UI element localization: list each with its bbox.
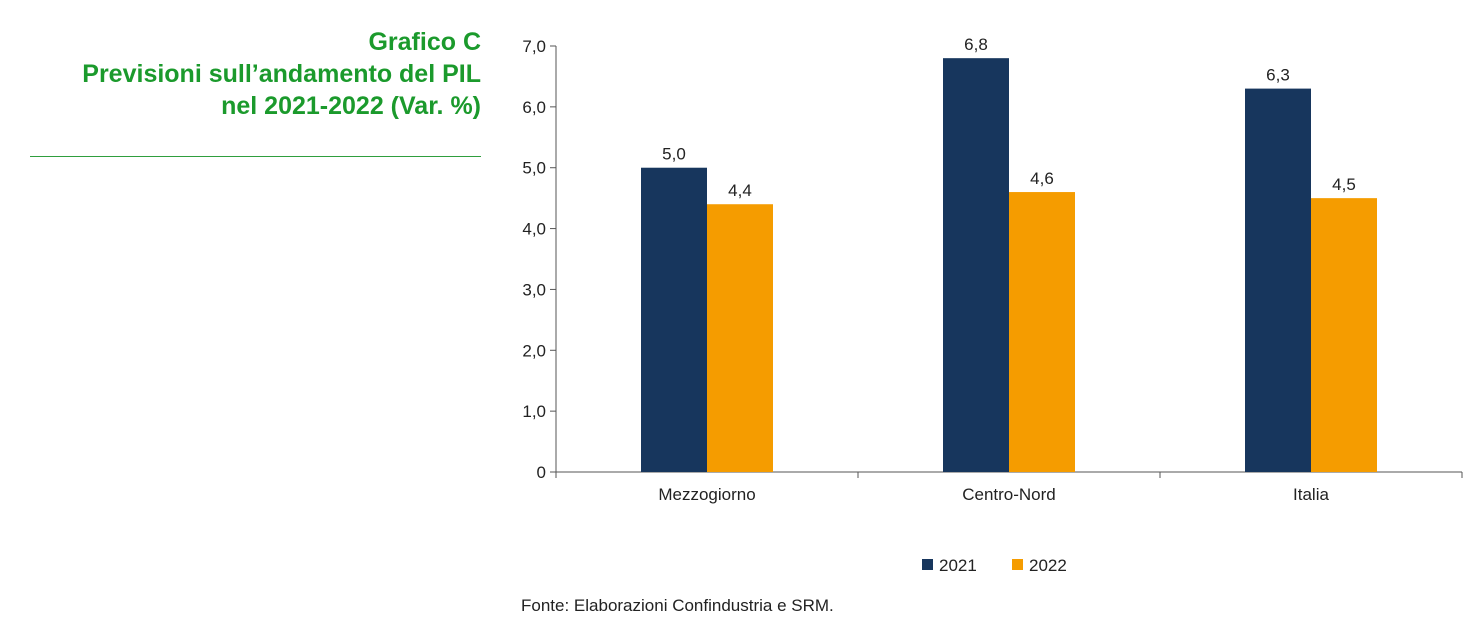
y-tick-label: 7,0: [522, 37, 546, 56]
y-tick-label: 2,0: [522, 341, 546, 360]
y-tick-label: 6,0: [522, 98, 546, 117]
chart-title: Grafico C Previsioni sull’andamento del …: [30, 26, 481, 122]
bar-2021-italia: [1245, 88, 1311, 472]
data-label: 5,0: [662, 145, 686, 164]
y-tick-label: 3,0: [522, 280, 546, 299]
data-label: 4,5: [1332, 175, 1356, 194]
chart-title-line-3: nel 2021-2022 (Var. %): [221, 92, 481, 120]
y-tick-label: 0: [537, 463, 546, 482]
legend-label-2021: 2021: [939, 556, 977, 575]
y-tick-label: 4,0: [522, 220, 546, 239]
bar-2022-italia: [1311, 198, 1377, 472]
legend-label-2022: 2022: [1029, 556, 1067, 575]
bar-2022-centro-nord: [1009, 192, 1075, 473]
y-tick-label: 5,0: [522, 159, 546, 178]
x-category-label: Mezzogiorno: [658, 485, 755, 504]
chart-title-line-2: Previsioni sull’andamento del PIL: [82, 60, 481, 88]
x-category-label: Italia: [1293, 485, 1329, 504]
legend-swatch-2022: [1012, 559, 1023, 570]
data-label: 6,3: [1266, 66, 1290, 85]
y-tick-label: 1,0: [522, 402, 546, 421]
x-category-label: Centro-Nord: [962, 485, 1056, 504]
data-label: 6,8: [964, 35, 988, 54]
data-label: 4,6: [1030, 169, 1054, 188]
source-note: Fonte: Elaborazioni Confindustria e SRM.: [521, 596, 834, 615]
title-divider: [30, 156, 481, 157]
bar-chart: 0 1,0 2,0 3,0 4,0 5,0 6,0 7,0 5,0 4,4 Mezzogiorno 6…: [522, 35, 1463, 575]
bar-2021-centro-nord: [943, 58, 1009, 473]
legend-swatch-2021: [922, 559, 933, 570]
data-label: 4,4: [728, 181, 752, 200]
chart-title-line-1: Grafico C: [368, 28, 481, 56]
bar-2022-mezzogiorno: [707, 204, 773, 472]
bar-2021-mezzogiorno: [641, 167, 707, 472]
